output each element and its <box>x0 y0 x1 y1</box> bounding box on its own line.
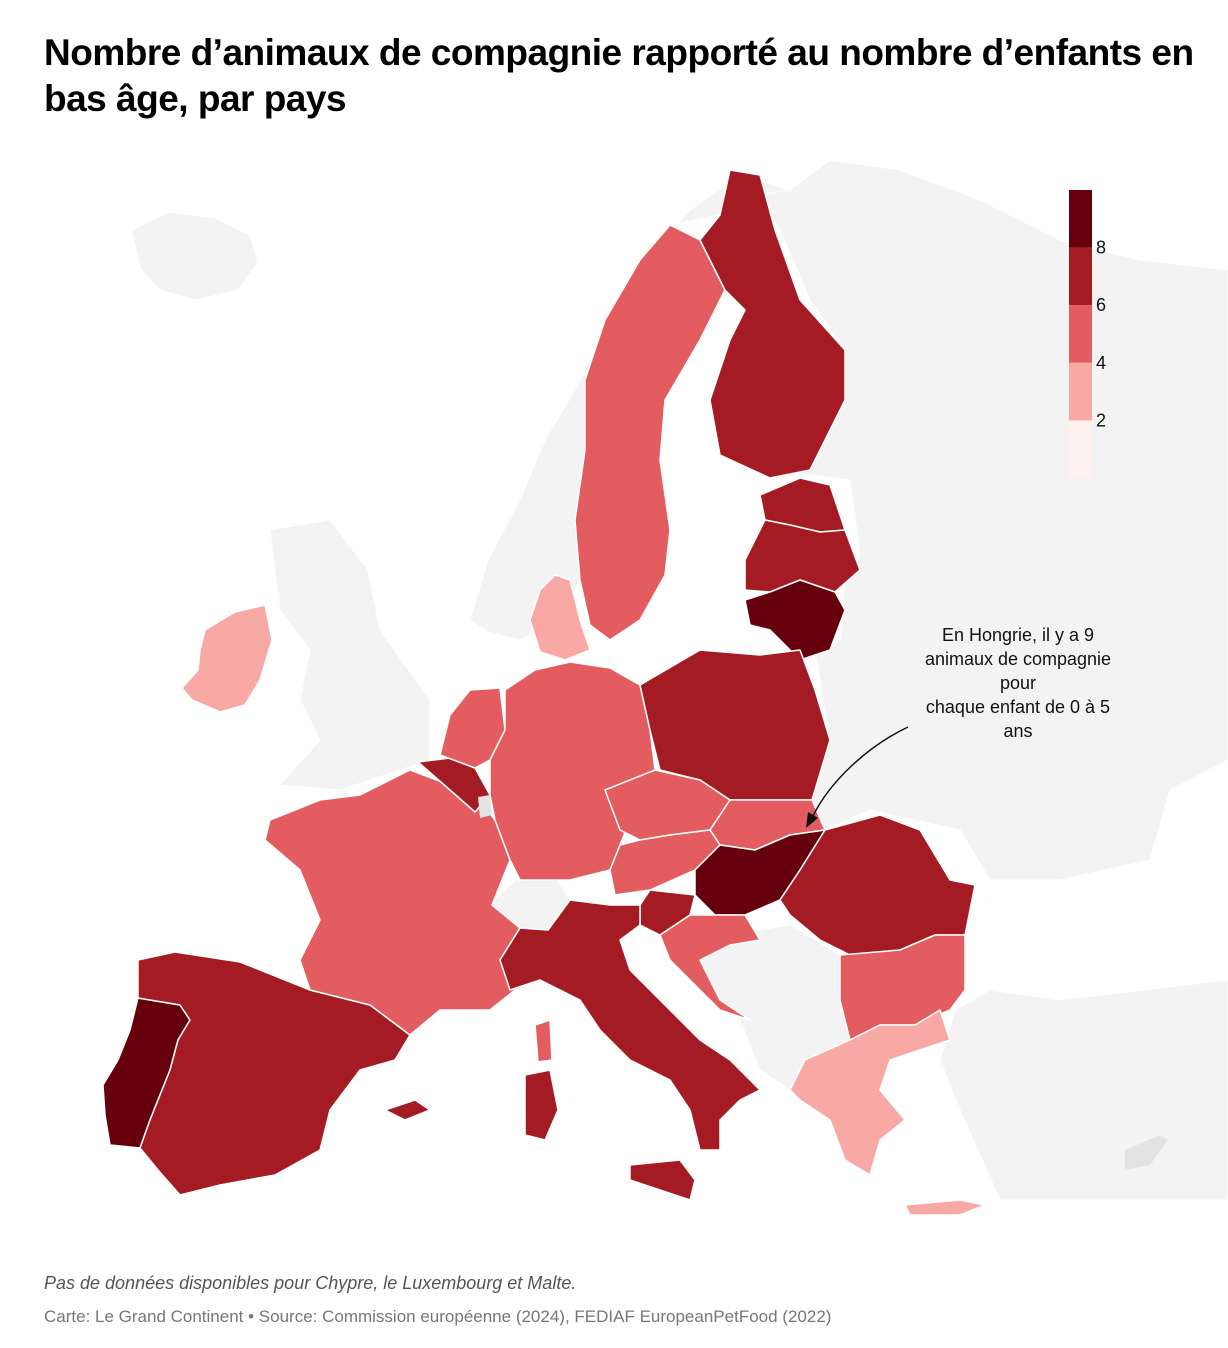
annotation-arrow <box>811 726 909 819</box>
legend-swatch <box>1069 362 1092 421</box>
iceland <box>131 211 259 301</box>
country-france <box>534 1019 553 1063</box>
hungary-annotation: En Hongrie, il y a 9 animaux de compagni… <box>898 623 1138 743</box>
luxembourg <box>478 795 492 818</box>
country-croatie <box>659 914 761 1021</box>
annotation-line: animaux de compagnie <box>924 649 1112 669</box>
turkey <box>939 979 1228 1201</box>
country-espagne <box>137 951 411 1196</box>
country-irlande <box>181 604 273 713</box>
source-credit: Carte: Le Grand Continent • Source: Comm… <box>44 1307 832 1326</box>
eu-countries <box>102 169 986 1216</box>
country-grèce <box>789 1009 951 1176</box>
cyprus <box>1125 1135 1168 1170</box>
chart-title: Nombre d’animaux de compagnie rapporté a… <box>44 32 1194 119</box>
country-lituanie <box>744 579 846 661</box>
country-finlande <box>699 169 846 479</box>
non-eu-land <box>131 159 1228 1201</box>
legend-tick-label: 6 <box>1096 295 1106 315</box>
color-legend: 8 6 4 2 <box>1069 190 1106 478</box>
country-italie <box>524 1069 559 1141</box>
country-grèce <box>904 1199 986 1216</box>
country-espagne <box>384 1099 431 1121</box>
country-lettonie <box>744 519 861 593</box>
country-danemark <box>529 574 591 661</box>
country-suède <box>574 224 726 641</box>
legend-tick-label: 2 <box>1096 410 1106 430</box>
legend-swatch <box>1069 247 1092 306</box>
annotation-line: pour <box>999 673 1037 693</box>
united-kingdom <box>269 519 431 791</box>
annotation-arrowhead <box>806 812 818 828</box>
legend-tick-label: 8 <box>1096 238 1106 258</box>
country-italie <box>629 1159 696 1201</box>
no-data-note: Pas de données disponibles pour Chypre, … <box>44 1273 577 1293</box>
country-autriche <box>609 829 721 896</box>
country-pays-bas <box>439 687 506 769</box>
legend-swatch <box>1069 420 1092 478</box>
legend-tick-label: 4 <box>1096 353 1106 373</box>
country-italie <box>499 899 761 1151</box>
legend-swatch <box>1069 305 1092 363</box>
legend-swatch <box>1069 190 1092 248</box>
annotation-line: chaque enfant de 0 à 5 <box>925 697 1111 717</box>
annotation-line: En Hongrie, il y a 9 <box>941 625 1095 645</box>
annotation-line: ans <box>1003 721 1033 741</box>
